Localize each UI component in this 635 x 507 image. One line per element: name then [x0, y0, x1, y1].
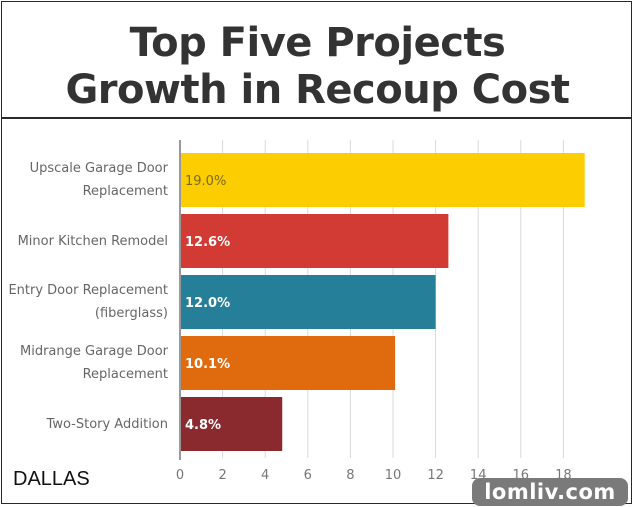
- title-line-1: Top Five Projects: [129, 20, 506, 66]
- title-line-2: Growth in Recoup Cost: [65, 67, 570, 113]
- data-label: 12.0%: [185, 296, 230, 311]
- x-tick-label: 8: [346, 468, 354, 483]
- chart-title: Top Five Projects Growth in Recoup Cost: [0, 20, 635, 114]
- category-label-line: Entry Door Replacement: [8, 283, 168, 298]
- data-label: 4.8%: [185, 418, 221, 433]
- x-tick-label: 12: [427, 468, 444, 483]
- bar: [180, 153, 585, 207]
- category-label-line: Replacement: [82, 367, 168, 382]
- category-label-line: Upscale Garage Door: [29, 161, 168, 176]
- bar: [180, 336, 396, 390]
- category-label-line: (fiberglass): [94, 306, 168, 321]
- bar: [180, 214, 449, 268]
- category-label: Entry Door Replacement (fiberglass): [0, 279, 168, 325]
- bar: [180, 397, 283, 451]
- category-label-line: Replacement: [82, 184, 168, 199]
- title-divider: [2, 117, 632, 119]
- category-label-line: Midrange Garage Door: [19, 344, 168, 359]
- x-tick-label: 0: [176, 468, 184, 483]
- x-tick-label: 2: [218, 468, 226, 483]
- city-label: DALLAS: [13, 468, 90, 490]
- watermark: lomliv.com: [472, 478, 628, 506]
- category-label: Upscale Garage Door Replacement: [0, 157, 168, 203]
- category-label: Two-Story Addition: [0, 413, 168, 436]
- category-label: Midrange Garage Door Replacement: [0, 340, 168, 386]
- category-label-line: Minor Kitchen Remodel: [17, 233, 168, 249]
- x-tick-label: 10: [385, 468, 402, 483]
- x-tick-label: 4: [261, 468, 269, 483]
- data-label: 19.0%: [185, 174, 226, 189]
- bar: [180, 275, 436, 329]
- data-label: 12.6%: [185, 235, 230, 250]
- category-label: Minor Kitchen Remodel: [0, 230, 168, 253]
- data-label: 10.1%: [185, 357, 230, 372]
- x-tick-label: 6: [304, 468, 312, 483]
- category-label-line: Two-Story Addition: [46, 416, 168, 432]
